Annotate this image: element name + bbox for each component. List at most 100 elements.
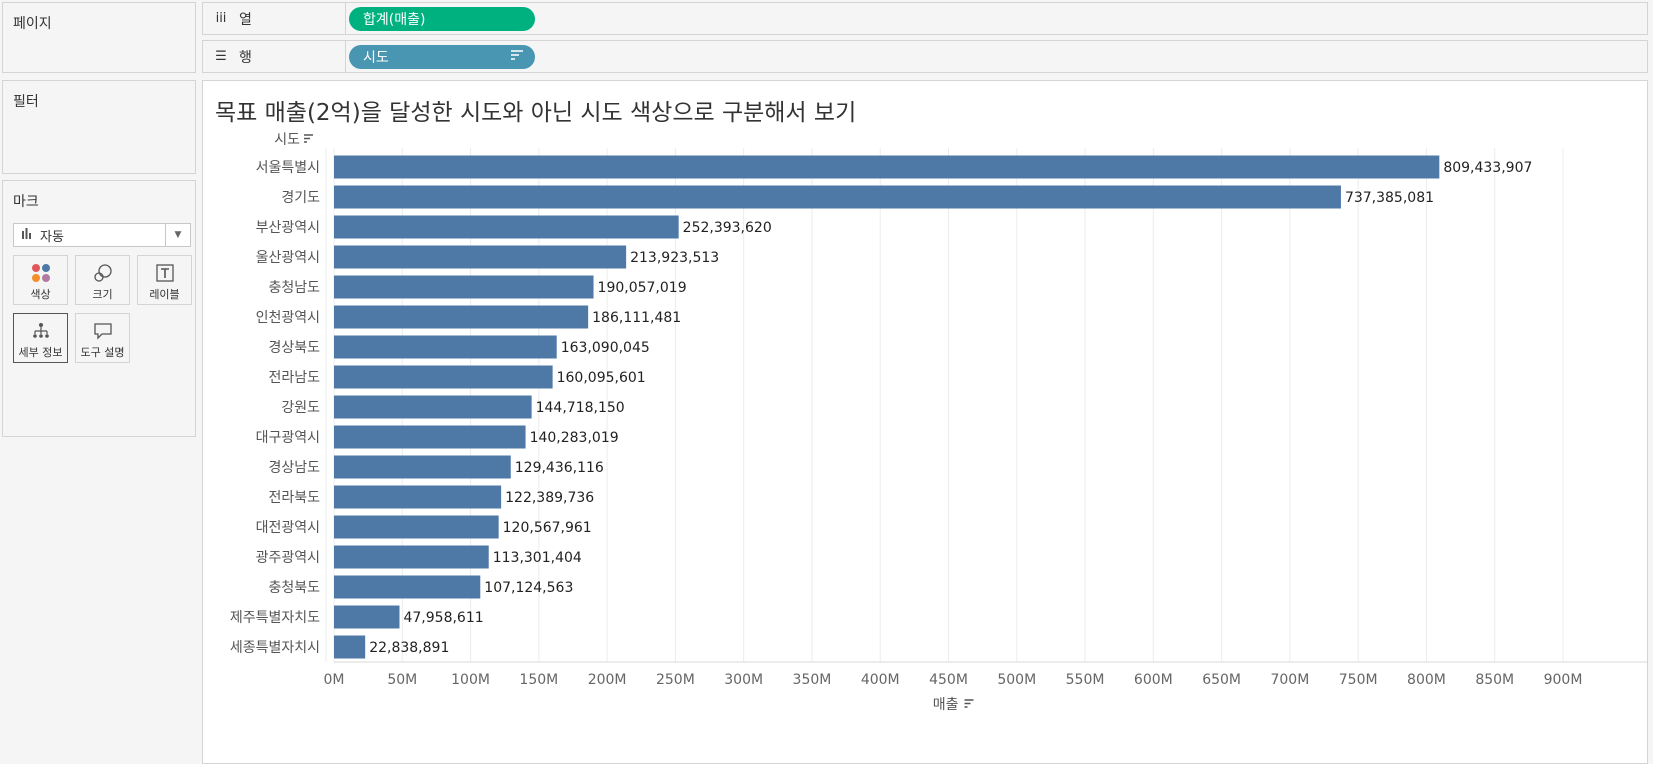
category-label: 부산광역시 bbox=[256, 220, 320, 236]
bar bbox=[334, 185, 1341, 209]
sort-descending-icon[interactable] bbox=[511, 50, 523, 63]
bar bbox=[334, 365, 553, 389]
category-label: 인천광역시 bbox=[256, 310, 320, 326]
bar bbox=[334, 215, 679, 239]
category-label: 경상북도 bbox=[268, 340, 320, 356]
bar bbox=[334, 395, 532, 419]
x-tick-label: 350M bbox=[793, 672, 832, 688]
label-mark-label: 레이블 bbox=[149, 288, 180, 301]
x-tick-label: 850M bbox=[1475, 672, 1514, 688]
category-label: 강원도 bbox=[281, 400, 320, 416]
x-tick-label: 400M bbox=[861, 672, 900, 688]
viz-area: 시도 서울특별시 809,433,907 경기도 737,385,081 부산광역시 252… bbox=[202, 80, 1648, 764]
bar bbox=[334, 425, 526, 449]
filters-panel-title: 필터 bbox=[13, 94, 39, 110]
category-label: 서울특별시 bbox=[256, 160, 320, 176]
category-label: 대전광역시 bbox=[256, 520, 320, 536]
x-tick-label: 450M bbox=[929, 672, 968, 688]
data-label: 22,838,891 bbox=[369, 640, 449, 656]
category-label: 충청남도 bbox=[268, 280, 320, 296]
data-label: 213,923,513 bbox=[630, 250, 719, 266]
data-label: 140,283,019 bbox=[530, 430, 619, 446]
rows-icon: ☰ bbox=[215, 49, 227, 64]
x-tick-label: 600M bbox=[1134, 672, 1173, 688]
sum-sales-pill-label: 합계(매출) bbox=[363, 12, 426, 28]
bar-chart-icon bbox=[22, 228, 34, 242]
bar bbox=[334, 455, 511, 479]
category-label: 전라북도 bbox=[268, 490, 320, 506]
region-pill[interactable]: 시도 bbox=[349, 45, 535, 69]
tooltip-speech-icon bbox=[76, 320, 129, 342]
text-label-icon bbox=[138, 262, 191, 284]
y-sort-icon bbox=[304, 134, 313, 143]
columns-shelf-header: iii 열 bbox=[203, 3, 346, 34]
bar bbox=[334, 335, 557, 359]
columns-shelf[interactable]: iii 열 합계(매출) bbox=[202, 2, 1648, 35]
color-mark-label: 색상 bbox=[30, 288, 51, 301]
bar bbox=[334, 515, 499, 539]
data-label: 129,436,116 bbox=[515, 460, 604, 476]
marks-panel-title: 마크 bbox=[13, 194, 39, 210]
detail-mark-button[interactable]: 세부 정보 bbox=[13, 313, 68, 363]
mark-type-value: 자동 bbox=[40, 229, 64, 245]
marks-panel: 마크 자동 ▼ 색상 크기 레이블 세부 정보 도구 설명 bbox=[2, 180, 196, 437]
tooltip-mark-button[interactable]: 도구 설명 bbox=[75, 313, 130, 363]
category-label: 광주광역시 bbox=[256, 550, 320, 566]
y-axis-title: 시도 bbox=[274, 132, 300, 148]
category-label: 충청북도 bbox=[268, 580, 320, 596]
detail-hierarchy-icon bbox=[14, 320, 67, 342]
data-label: 122,389,736 bbox=[505, 490, 594, 506]
bar bbox=[334, 605, 400, 629]
category-label: 울산광역시 bbox=[256, 250, 320, 266]
x-sort-icon bbox=[964, 699, 974, 708]
size-mark-label: 크기 bbox=[92, 288, 113, 301]
region-pill-label: 시도 bbox=[363, 50, 389, 66]
x-tick-label: 0M bbox=[324, 672, 345, 688]
filters-panel[interactable]: 필터 bbox=[2, 80, 196, 174]
category-label: 제주특별자치도 bbox=[230, 610, 320, 626]
size-circles-icon bbox=[76, 262, 129, 284]
rows-shelf-header: ☰ 행 bbox=[203, 41, 346, 72]
pages-panel[interactable]: 페이지 bbox=[2, 2, 196, 73]
pages-panel-title: 페이지 bbox=[13, 16, 52, 32]
data-label: 107,124,563 bbox=[484, 580, 573, 596]
bar bbox=[334, 245, 627, 269]
sum-sales-pill[interactable]: 합계(매출) bbox=[349, 7, 535, 31]
x-tick-label: 550M bbox=[1066, 672, 1105, 688]
x-tick-label: 750M bbox=[1339, 672, 1378, 688]
tooltip-mark-label: 도구 설명 bbox=[80, 346, 125, 359]
bar bbox=[334, 155, 1440, 179]
x-tick-label: 900M bbox=[1544, 672, 1583, 688]
x-tick-label: 650M bbox=[1202, 672, 1241, 688]
columns-icon: iii bbox=[215, 11, 227, 26]
detail-mark-label: 세부 정보 bbox=[18, 346, 63, 359]
x-tick-label: 200M bbox=[588, 672, 627, 688]
bar bbox=[334, 305, 589, 329]
chevron-down-icon[interactable]: ▼ bbox=[165, 224, 190, 246]
data-label: 163,090,045 bbox=[561, 340, 650, 356]
data-label: 186,111,481 bbox=[592, 310, 681, 326]
rows-shelf[interactable]: ☰ 행 시도 bbox=[202, 40, 1648, 73]
bar bbox=[334, 575, 481, 599]
data-label: 190,057,019 bbox=[598, 280, 687, 296]
mark-type-dropdown[interactable]: 자동 ▼ bbox=[13, 223, 191, 247]
x-tick-label: 50M bbox=[387, 672, 417, 688]
bar bbox=[334, 635, 366, 659]
x-tick-label: 500M bbox=[997, 672, 1036, 688]
size-mark-button[interactable]: 크기 bbox=[75, 255, 130, 305]
columns-shelf-label: 열 bbox=[239, 11, 252, 28]
category-label: 경상남도 bbox=[268, 460, 320, 476]
bar bbox=[334, 485, 502, 509]
category-label: 경기도 bbox=[281, 190, 320, 206]
data-label: 47,958,611 bbox=[403, 610, 483, 626]
data-label: 120,567,961 bbox=[503, 520, 592, 536]
data-label: 144,718,150 bbox=[536, 400, 625, 416]
x-tick-label: 100M bbox=[451, 672, 490, 688]
label-mark-button[interactable]: 레이블 bbox=[137, 255, 192, 305]
data-label: 809,433,907 bbox=[1443, 160, 1532, 176]
chart-title: 목표 매출(2억)을 달성한 시도와 아닌 시도 색상으로 구분해서 보기 bbox=[215, 100, 857, 126]
x-tick-label: 150M bbox=[519, 672, 558, 688]
color-palette-icon bbox=[14, 262, 67, 284]
color-mark-button[interactable]: 색상 bbox=[13, 255, 68, 305]
